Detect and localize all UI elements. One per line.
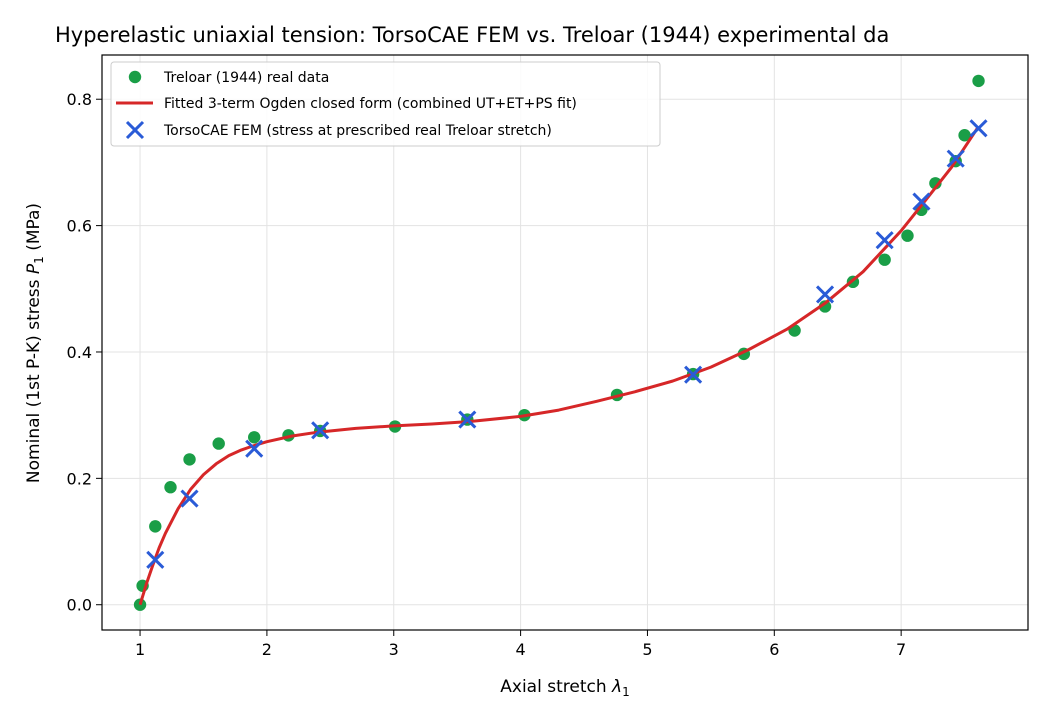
y-tick-label: 0.0 [67,596,92,615]
treloar-data-point [248,431,261,444]
y-tick-label: 0.8 [67,90,92,109]
legend-label: Treloar (1944) real data [163,70,329,86]
chart-title: Hyperelastic uniaxial tension: TorsoCAE … [55,23,889,47]
fem-point [815,285,835,304]
treloar-data-point [901,229,914,242]
x-tick-label: 2 [262,640,272,659]
treloar-data-point [818,300,832,313]
legend-label: TorsoCAE FEM (stress at prescribed real … [163,123,552,139]
treloar-data-point [212,437,225,450]
x-tick-label: 6 [769,640,779,659]
y-axis-label: Nominal (1st P-K) stress P1 (MPa) [24,203,46,483]
legend-marker-circle [128,70,142,84]
treloar-data-point [878,253,891,266]
x-tick-label: 4 [516,640,526,659]
fem-point [458,410,477,429]
fem-point [875,231,894,250]
legend-box [110,61,661,147]
fem-point [946,149,965,168]
y-tick-label: 0.4 [67,343,92,362]
plot-frame [101,54,1029,631]
fem-point [245,439,264,458]
legend-marker-x [125,120,145,140]
fem-point [969,119,988,138]
treloar-data-point [133,598,147,611]
x-tick-label: 7 [896,640,906,659]
y-tick-label: 0.2 [67,469,92,488]
treloar-data-point [164,480,177,494]
treloar-data-point [149,520,162,533]
treloar-data-point [958,129,971,142]
series-layer [133,74,988,611]
treloar-data-point [929,177,942,190]
x-tick-label: 1 [135,640,145,659]
fem-point [311,421,330,440]
treloar-data-point [972,74,985,88]
fem-point [912,192,931,211]
legend-label: Fitted 3-term Ogden closed form (combine… [164,96,577,112]
y-tick-label: 0.6 [67,217,92,236]
treloar-data-point [183,453,196,466]
ogden-fit-line [138,127,979,606]
x-tick-label: 3 [389,640,399,659]
fem-point [146,550,165,569]
x-axis-label: Axial stretch λ1 [500,677,629,699]
legend: Treloar (1944) real data Fitted 3-term Og… [110,61,661,147]
fem-point [684,365,703,384]
fem-point [180,489,199,508]
axes: 1 2 3 4 5 6 7 0.0 0.2 0.4 0.6 0.8 [67,90,907,659]
x-tick-label: 5 [642,640,652,659]
